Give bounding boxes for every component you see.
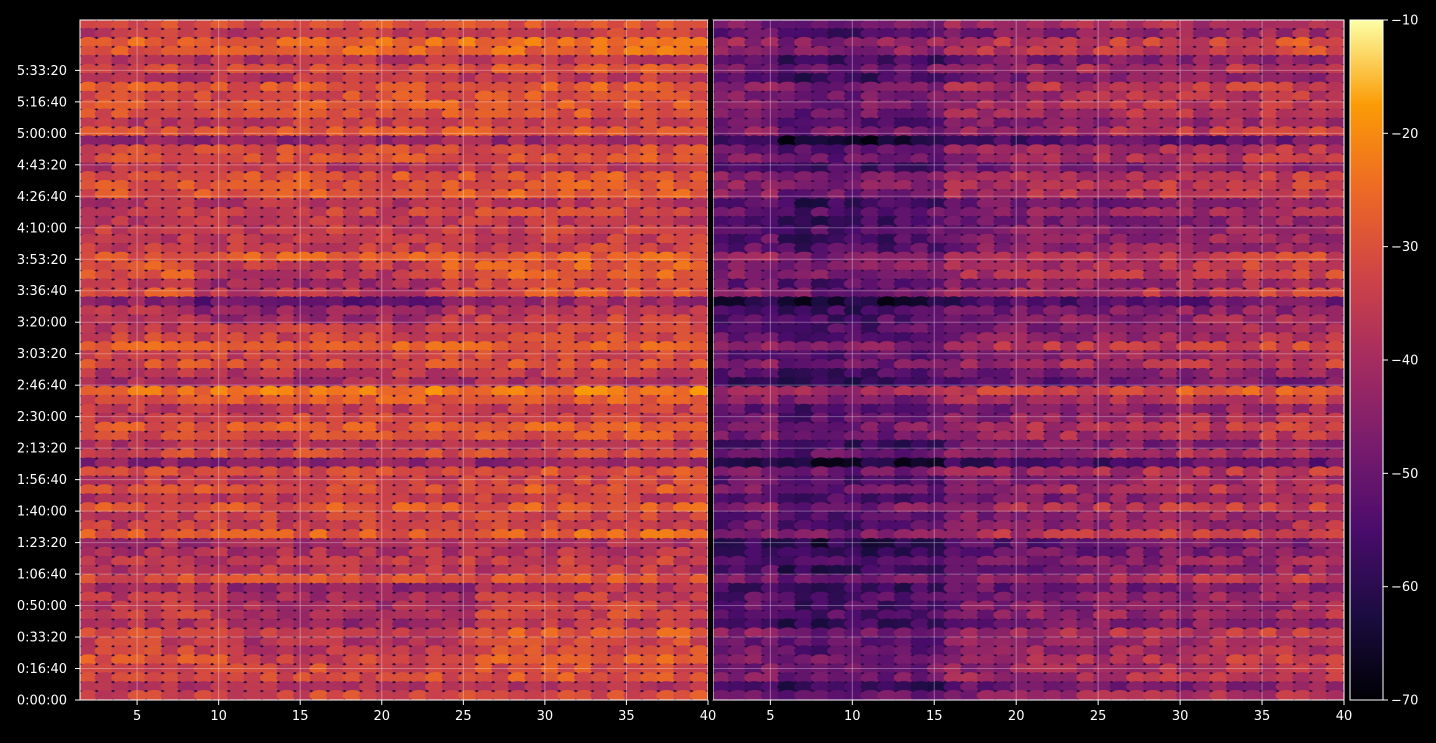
x-tick-label: 35 — [618, 709, 635, 724]
x-tick-label: 10 — [210, 709, 227, 724]
x-tick-label: 40 — [700, 709, 717, 724]
heatmap-panel-1: 5 10 15 20 25 30 35 40 — [78, 19, 716, 724]
x-tick-label: 25 — [455, 709, 472, 724]
x-tick-label: 5 — [133, 709, 141, 724]
x-tick-label: 30 — [537, 709, 554, 724]
heatmap-cell — [690, 690, 710, 701]
x-axis-1: 5 10 15 20 25 30 35 40 — [133, 700, 716, 724]
x-tick-label: 20 — [373, 709, 390, 724]
x-tick-label: 15 — [292, 709, 309, 724]
